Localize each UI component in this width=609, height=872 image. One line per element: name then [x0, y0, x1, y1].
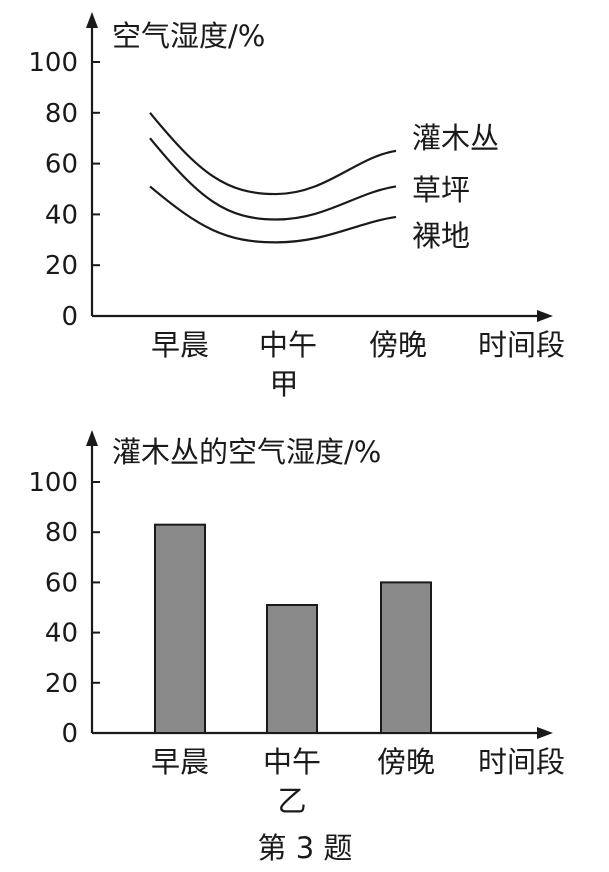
- bar-chart-y-tick-label: 60: [45, 568, 78, 598]
- bar-chart-categories: 早晨 中午 傍晚: [151, 745, 435, 779]
- bar-chart-y-ticks: 0 20 40 60 80 100: [28, 468, 100, 749]
- line-chart-y-tick-label: 40: [45, 200, 78, 230]
- bar-chart-y-tick-label: 100: [28, 468, 78, 498]
- bar-chart-y-axis-title: 灌木丛的空气湿度/%: [112, 435, 381, 469]
- bar-chart-category-label: 早晨: [151, 745, 209, 779]
- line-series-1: [149, 112, 397, 196]
- line-series-3: [149, 185, 397, 244]
- bar-chart-y-tick-label: 0: [61, 719, 78, 749]
- bar-chart-x-axis-arrow: [537, 727, 553, 739]
- bar-1: [154, 523, 206, 734]
- line-chart-y-tick-label: 20: [45, 251, 78, 281]
- bar-chart-category-label: 中午: [263, 745, 321, 779]
- line-chart-categories: 早晨 中午 傍晚: [151, 328, 427, 362]
- line-chart-y-ticks: 0 20 40 60 80 100: [28, 48, 100, 332]
- bar-chart-panel: 灌木丛的空气湿度/% 时间段 乙 0 20 40 60 80 100 早晨 中午 傍晚: [28, 430, 565, 818]
- line-chart-y-axis-arrow: [86, 12, 98, 28]
- line-series-label: 草坪: [412, 173, 470, 207]
- bar-chart-bars: [154, 523, 432, 735]
- line-chart-y-axis-title: 空气湿度/%: [112, 19, 265, 53]
- bar-3: [380, 581, 432, 735]
- bar-chart-category-label: 傍晚: [377, 745, 435, 779]
- line-chart-y-tick-label: 0: [61, 302, 78, 332]
- bar-chart-x-axis-title: 时间段: [478, 745, 565, 779]
- bar-chart-y-tick-label: 80: [45, 518, 78, 548]
- line-chart-category-label: 早晨: [151, 328, 209, 362]
- line-chart-category-label: 傍晚: [369, 328, 427, 362]
- line-chart-y-tick-label: 100: [28, 48, 78, 78]
- bar-chart-panel-label: 乙: [277, 784, 306, 818]
- line-chart-y-tick-label: 80: [45, 99, 78, 129]
- line-series-label: 灌木丛: [412, 121, 499, 155]
- line-series-label: 裸地: [412, 219, 470, 253]
- line-chart-panel-label: 甲: [269, 367, 298, 401]
- bar-chart-y-tick-label: 40: [45, 619, 78, 649]
- line-chart-y-tick-label: 60: [45, 150, 78, 180]
- line-chart-x-axis-arrow: [537, 310, 553, 322]
- line-series-2: [149, 137, 397, 221]
- line-chart-category-label: 中午: [259, 328, 317, 362]
- bar-2: [266, 603, 318, 734]
- bar-chart-y-tick-label: 20: [45, 669, 78, 699]
- bar-chart-y-axis-arrow: [86, 430, 98, 446]
- figure-caption: 第 3 题: [258, 831, 353, 865]
- line-chart-x-axis-title: 时间段: [478, 328, 565, 362]
